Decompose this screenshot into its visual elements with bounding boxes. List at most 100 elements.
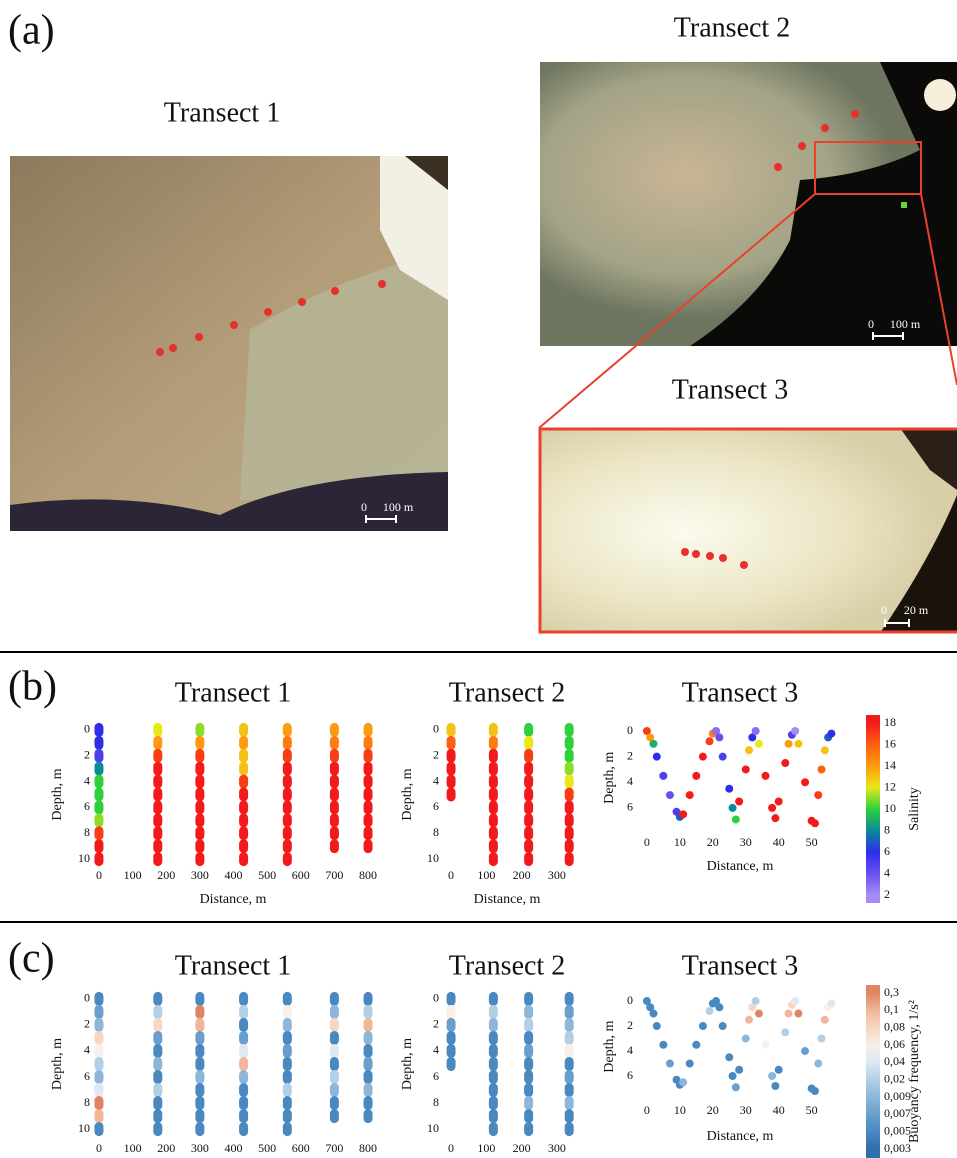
data-point — [195, 749, 204, 763]
data-point — [732, 1083, 740, 1091]
data-point — [330, 788, 339, 802]
data-point — [755, 1010, 763, 1018]
x-tick-label: 200 — [157, 1141, 175, 1155]
data-point — [752, 727, 760, 735]
data-point — [153, 1031, 162, 1045]
data-point — [565, 749, 574, 763]
data-point — [364, 1096, 373, 1110]
colorbar-tick-label: 4 — [884, 865, 890, 879]
data-point — [489, 800, 498, 814]
data-point — [153, 1057, 162, 1071]
data-point — [489, 826, 498, 840]
data-point — [447, 736, 456, 750]
data-point — [153, 1083, 162, 1097]
data-point — [524, 1057, 533, 1071]
x-tick-label: 40 — [773, 835, 785, 849]
image-title: Transect 1 — [164, 97, 280, 128]
data-point — [649, 740, 657, 748]
data-point — [489, 1057, 498, 1071]
data-point — [811, 1087, 819, 1095]
x-tick-label: 40 — [773, 1103, 785, 1117]
data-point — [364, 1057, 373, 1071]
y-axis-label: Depth, m — [602, 752, 617, 804]
data-point — [692, 772, 700, 780]
data-point — [524, 788, 533, 802]
data-point — [364, 1005, 373, 1019]
data-point — [239, 1109, 248, 1123]
data-point — [94, 1044, 103, 1058]
data-point — [239, 813, 248, 827]
data-point — [489, 813, 498, 827]
data-point — [489, 1031, 498, 1045]
data-point — [699, 1022, 707, 1030]
data-point — [239, 992, 248, 1006]
colorbar-label: Buoyancy frequency, 1/s² — [907, 1000, 922, 1143]
data-point — [565, 723, 574, 737]
data-point — [565, 1018, 574, 1032]
satellite-image — [540, 62, 957, 346]
data-point — [283, 1083, 292, 1097]
x-tick-label: 700 — [325, 1141, 343, 1155]
data-point — [524, 775, 533, 789]
data-point — [153, 788, 162, 802]
data-point — [524, 1031, 533, 1045]
scale-label: 100 m — [890, 317, 921, 331]
x-tick-label: 300 — [191, 1141, 209, 1155]
data-point — [153, 1018, 162, 1032]
data-point — [195, 992, 204, 1006]
y-tick-label: 2 — [433, 747, 439, 761]
data-point — [524, 762, 533, 776]
colorbar-tick-label: 0,02 — [884, 1071, 905, 1085]
x-tick-label: 400 — [225, 1141, 243, 1155]
data-point — [489, 992, 498, 1006]
data-point — [679, 1078, 687, 1086]
chart-title: Transect 1 — [175, 677, 291, 708]
data-point — [489, 852, 498, 866]
data-point — [283, 1031, 292, 1045]
data-point — [195, 1005, 204, 1019]
colorbar-tick-label: 0,04 — [884, 1054, 905, 1068]
data-point — [153, 762, 162, 776]
colorbar-tick-label: 0,3 — [884, 985, 899, 999]
data-point — [364, 749, 373, 763]
data-point — [489, 1005, 498, 1019]
x-tick-label: 500 — [258, 868, 276, 882]
data-point — [447, 775, 456, 789]
y-tick-label: 8 — [84, 1095, 90, 1109]
data-point — [768, 804, 776, 812]
y-tick-label: 8 — [84, 825, 90, 839]
data-point — [565, 800, 574, 814]
x-tick-label: 500 — [258, 1141, 276, 1155]
data-point — [239, 749, 248, 763]
data-point — [195, 1031, 204, 1045]
x-tick-label: 30 — [740, 1103, 752, 1117]
data-point — [364, 839, 373, 853]
data-point — [94, 813, 103, 827]
figure: (a) Transect 1 0 100 m Transect 2 0 100 … — [0, 0, 957, 1158]
data-point — [94, 1005, 103, 1019]
data-point — [239, 1018, 248, 1032]
data-point — [565, 1070, 574, 1084]
y-tick-label: 0 — [433, 991, 439, 1005]
data-point — [94, 1057, 103, 1071]
data-point — [489, 775, 498, 789]
data-point — [565, 1057, 574, 1071]
x-tick-label: 400 — [225, 868, 243, 882]
data-point — [94, 1031, 103, 1045]
y-tick-label: 2 — [627, 748, 633, 762]
data-point — [447, 1031, 456, 1045]
data-point — [239, 1005, 248, 1019]
data-point — [771, 814, 779, 822]
data-point — [283, 1096, 292, 1110]
data-point — [153, 1096, 162, 1110]
data-point — [195, 788, 204, 802]
colorbar-tick-label: 16 — [884, 736, 896, 750]
data-point — [283, 1005, 292, 1019]
x-tick-label: 600 — [292, 1141, 310, 1155]
data-point — [195, 852, 204, 866]
y-tick-label: 6 — [627, 1068, 633, 1082]
colorbar-tick-label: 6 — [884, 844, 890, 858]
data-point — [153, 826, 162, 840]
panel-label: (b) — [8, 664, 57, 710]
data-point — [239, 788, 248, 802]
